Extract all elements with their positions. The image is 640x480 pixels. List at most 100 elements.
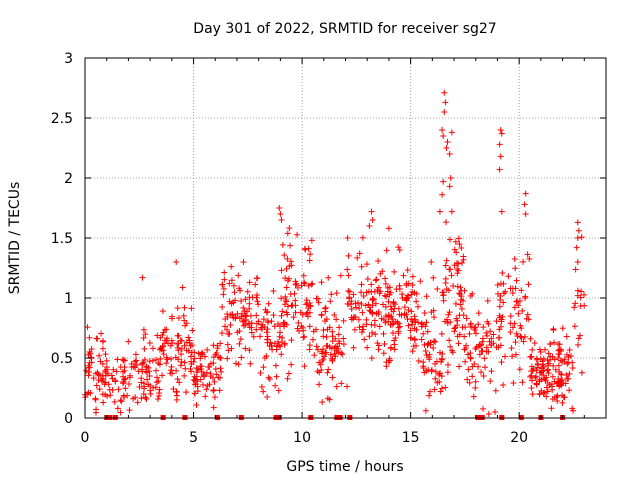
data-point (428, 259, 435, 265)
data-point (510, 380, 517, 387)
data-point (307, 251, 314, 258)
data-point (209, 374, 216, 381)
data-point (536, 376, 543, 383)
data-point (496, 303, 503, 310)
data-point (226, 280, 233, 287)
x-tick-label: 20 (510, 430, 528, 446)
data-point (508, 345, 515, 352)
data-point (376, 323, 383, 330)
data-point (500, 299, 507, 306)
data-point (556, 383, 563, 390)
data-point (100, 399, 107, 406)
data-point (574, 235, 581, 241)
data-point (338, 380, 345, 387)
data-point (431, 338, 438, 345)
data-point (425, 340, 432, 347)
data-point (254, 275, 261, 282)
data-point (168, 313, 175, 320)
data-point (315, 299, 322, 306)
data-point (458, 305, 465, 312)
data-point (216, 387, 223, 394)
data-point (161, 326, 168, 333)
data-point (183, 320, 190, 327)
data-point (178, 337, 185, 344)
data-point (220, 291, 227, 298)
data-point (511, 255, 518, 262)
data-point (228, 345, 235, 352)
data-point (213, 371, 220, 378)
data-point (578, 288, 585, 295)
data-point (509, 285, 516, 292)
data-point (345, 272, 352, 279)
data-point (181, 342, 188, 349)
data-point (93, 382, 100, 389)
data-point (181, 372, 188, 379)
data-point (388, 313, 395, 320)
data-point (340, 341, 347, 348)
data-point (198, 366, 205, 373)
data-point (440, 178, 447, 185)
data-point (141, 356, 148, 363)
data-point (440, 292, 447, 299)
data-point (306, 257, 313, 264)
data-point (141, 345, 148, 352)
data-point (542, 377, 549, 384)
data-point (328, 291, 335, 298)
data-point (175, 347, 182, 354)
data-point (92, 395, 99, 402)
data-point (447, 343, 454, 350)
data-point (99, 360, 106, 367)
data-point (408, 308, 415, 315)
data-point (443, 145, 450, 151)
data-point (210, 342, 217, 349)
data-point (385, 298, 392, 305)
data-point (496, 334, 503, 341)
data-point (410, 343, 417, 350)
data-point (345, 288, 352, 295)
data-point (308, 281, 315, 288)
data-point (261, 354, 268, 361)
data-point (140, 380, 147, 387)
data-point (533, 356, 540, 363)
data-point (373, 276, 380, 283)
data-point (509, 324, 516, 331)
y-tick-label: 1 (64, 291, 73, 307)
data-point (555, 379, 562, 386)
data-point (348, 298, 355, 305)
data-point (447, 319, 454, 326)
data-point (317, 361, 324, 368)
data-point (475, 310, 482, 317)
data-point (198, 363, 205, 370)
data-point (556, 341, 563, 348)
data-point (563, 351, 570, 358)
data-point (272, 382, 279, 389)
data-point (265, 374, 272, 381)
data-point (275, 387, 282, 394)
data-point (576, 332, 583, 339)
data-point (168, 355, 175, 362)
data-point (581, 302, 588, 309)
data-point (448, 208, 455, 215)
data-point (179, 284, 186, 291)
data-point (440, 297, 447, 304)
data-point (176, 379, 183, 386)
data-point (295, 319, 302, 326)
data-point (117, 397, 124, 404)
data-point (170, 385, 177, 392)
data-point (517, 333, 524, 340)
data-point (319, 399, 326, 406)
data-point (363, 321, 370, 328)
data-point (511, 304, 518, 311)
data-point (284, 230, 291, 237)
data-point (372, 277, 379, 284)
data-point (263, 309, 270, 316)
data-point (552, 366, 559, 373)
data-point (178, 358, 185, 365)
data-point (230, 314, 237, 321)
data-point (525, 281, 532, 288)
data-point (260, 364, 267, 371)
data-point (177, 362, 184, 369)
data-point (188, 305, 195, 312)
data-point (146, 340, 153, 347)
data-point (359, 326, 366, 333)
